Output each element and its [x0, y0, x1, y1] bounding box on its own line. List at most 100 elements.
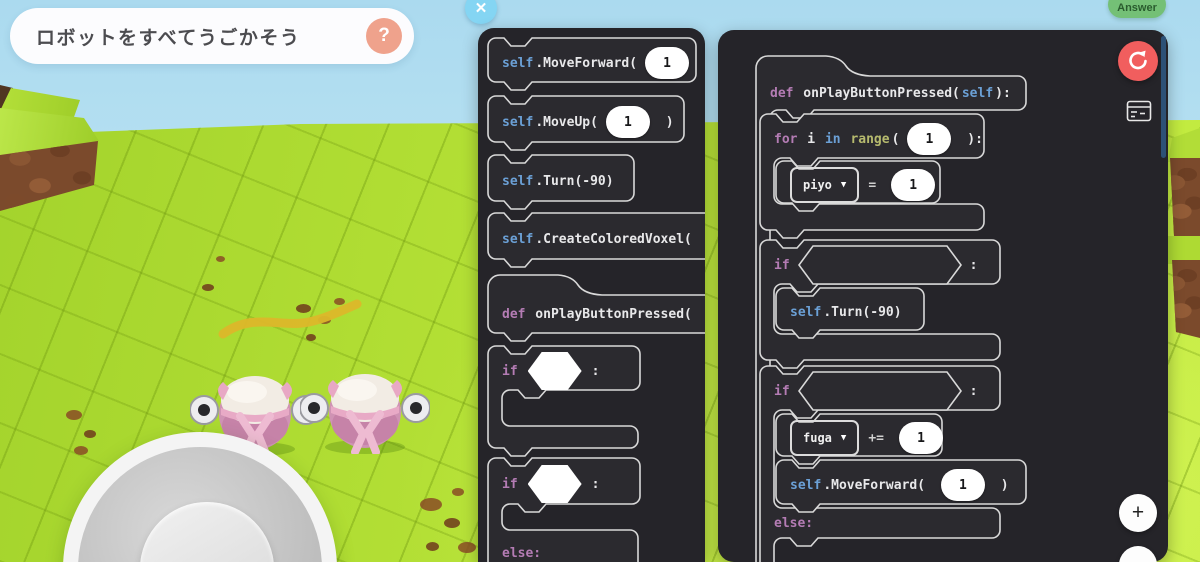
dropdown-label: fuga [803, 431, 832, 445]
code-token: self [502, 55, 534, 71]
quest-bubble: ロボットをすべてうごかそう ? [10, 8, 414, 64]
pal-if[interactable]: if: [487, 345, 641, 457]
plus-icon: + [1131, 501, 1145, 524]
chevron-down-icon: ▼ [840, 433, 847, 443]
code-token: self [790, 477, 822, 493]
code-token: for [774, 131, 798, 147]
dirt-patch [216, 256, 225, 262]
code-token: += [868, 430, 884, 446]
variable-dropdown[interactable]: fuga ▼ [790, 420, 860, 456]
ws-def[interactable]: def onPlayButtonPressed(self): [755, 55, 1027, 562]
right-cliff-face2 [1172, 260, 1200, 338]
ws-if2[interactable]: if 1==1: else: [759, 365, 1001, 562]
close-icon: ✕ [474, 0, 488, 17]
robot-character [190, 376, 320, 456]
code-workspace-panel: def onPlayButtonPressed(self): for i in r… [718, 30, 1168, 562]
code-token: : [969, 257, 978, 273]
chevron-down-icon: ▼ [840, 180, 847, 190]
code-token: ) [992, 477, 1009, 493]
dropdown-label: piyo [803, 178, 832, 192]
code-token: ): [959, 131, 983, 147]
dirt-patch [452, 488, 464, 496]
code-token: if [502, 476, 518, 492]
code-token: ) [657, 114, 674, 130]
code-token: .Turn(-90) [535, 173, 614, 189]
pal-moveup[interactable]: self .MoveUp( 1 ) [487, 95, 685, 151]
question-icon: ? [378, 25, 390, 46]
code-token: ): [995, 85, 1011, 101]
right-cliff-face1 [1170, 158, 1200, 240]
code-token: = [868, 177, 877, 193]
dirt-patch [306, 334, 316, 341]
code-token: : [591, 476, 600, 492]
value-field[interactable]: 1 [940, 469, 985, 501]
dirt-patch [84, 430, 96, 438]
ws-moveforward[interactable]: self .MoveForward( 1 ) [775, 459, 1027, 513]
answer-button[interactable]: Answer [1108, 0, 1166, 18]
code-token: range [842, 131, 890, 147]
code-token: : [969, 383, 978, 399]
value-field[interactable]: 1 [907, 123, 952, 155]
help-button[interactable]: ? [366, 18, 402, 54]
zoom-out-button[interactable] [1119, 546, 1157, 562]
dirt-patch [296, 304, 311, 313]
code-token: if [502, 363, 518, 379]
code-token: onPlayButtonPressed( [795, 85, 960, 101]
code-token: .MoveForward( [535, 55, 638, 71]
value-field[interactable]: 1 [898, 422, 943, 454]
condition-expression[interactable]: 1==1 [797, 371, 962, 411]
ws-turn[interactable]: self .Turn(-90) [775, 287, 925, 339]
pal-turn[interactable]: self .Turn(-90) [487, 154, 635, 210]
code-token: .CreateColoredVoxel( [535, 231, 692, 247]
pal-createcoloredvoxel[interactable]: self .CreateColoredVoxel( [487, 212, 705, 268]
dirt-patch [202, 284, 214, 291]
code-token: self [502, 231, 534, 247]
dirt-patch [334, 298, 345, 305]
code-token: onPlayButtonPressed( [527, 306, 692, 322]
code-token: .MoveUp( [535, 114, 598, 130]
value-field[interactable]: 1 [605, 106, 650, 138]
else-label: else: [774, 515, 814, 531]
empty-condition-slot[interactable] [527, 465, 582, 503]
dirt-patch [458, 542, 476, 553]
code-token: ( [891, 131, 900, 147]
code-token: i [799, 131, 823, 147]
console-button[interactable] [1126, 99, 1152, 123]
block-palette-panel: self .MoveForward(1 self .MoveUp(1 ) self .Tu… [478, 28, 705, 562]
dirt-patch [74, 446, 88, 455]
code-token: if [774, 383, 790, 399]
code-token: def [502, 306, 526, 322]
pal-ifelse[interactable]: if: else: [487, 457, 641, 562]
ws-if1[interactable]: if 1==1: [759, 239, 1001, 369]
code-token: .Turn(-90) [823, 304, 902, 320]
zoom-in-button[interactable]: + [1119, 494, 1157, 532]
reset-icon [1129, 50, 1147, 70]
workspace-scrollbar[interactable] [1161, 36, 1166, 158]
code-token: self [961, 85, 994, 101]
dirt-patch [426, 542, 439, 551]
variable-dropdown[interactable]: piyo ▼ [790, 167, 860, 203]
right-cliff-green [1168, 236, 1200, 264]
else-label: else: [502, 545, 542, 561]
code-token: if [774, 257, 790, 273]
code-token: self [502, 114, 534, 130]
code-token: in [824, 131, 841, 147]
code-token: .MoveForward( [823, 477, 933, 493]
ws-adda[interactable]: fuga ▼ += 1 [775, 413, 943, 465]
code-token: def [770, 85, 794, 101]
value-field[interactable]: 1 [891, 169, 936, 201]
dirt-patch [444, 518, 460, 528]
ws-assign[interactable]: piyo ▼ = 1 [775, 160, 941, 212]
empty-condition-slot[interactable] [527, 352, 582, 390]
pal-moveforward[interactable]: self .MoveForward( 1 [487, 37, 697, 91]
yellow-trail [218, 299, 362, 339]
value-field[interactable]: 1 [645, 47, 690, 79]
dirt-patch [420, 498, 442, 511]
reset-button[interactable] [1118, 41, 1158, 81]
condition-expression[interactable]: 1==1 [797, 245, 962, 285]
robot-character [300, 374, 430, 454]
console-icon [1126, 100, 1152, 122]
pal-def[interactable]: def onPlayButtonPressed( [487, 274, 705, 342]
code-token: self [790, 304, 822, 320]
